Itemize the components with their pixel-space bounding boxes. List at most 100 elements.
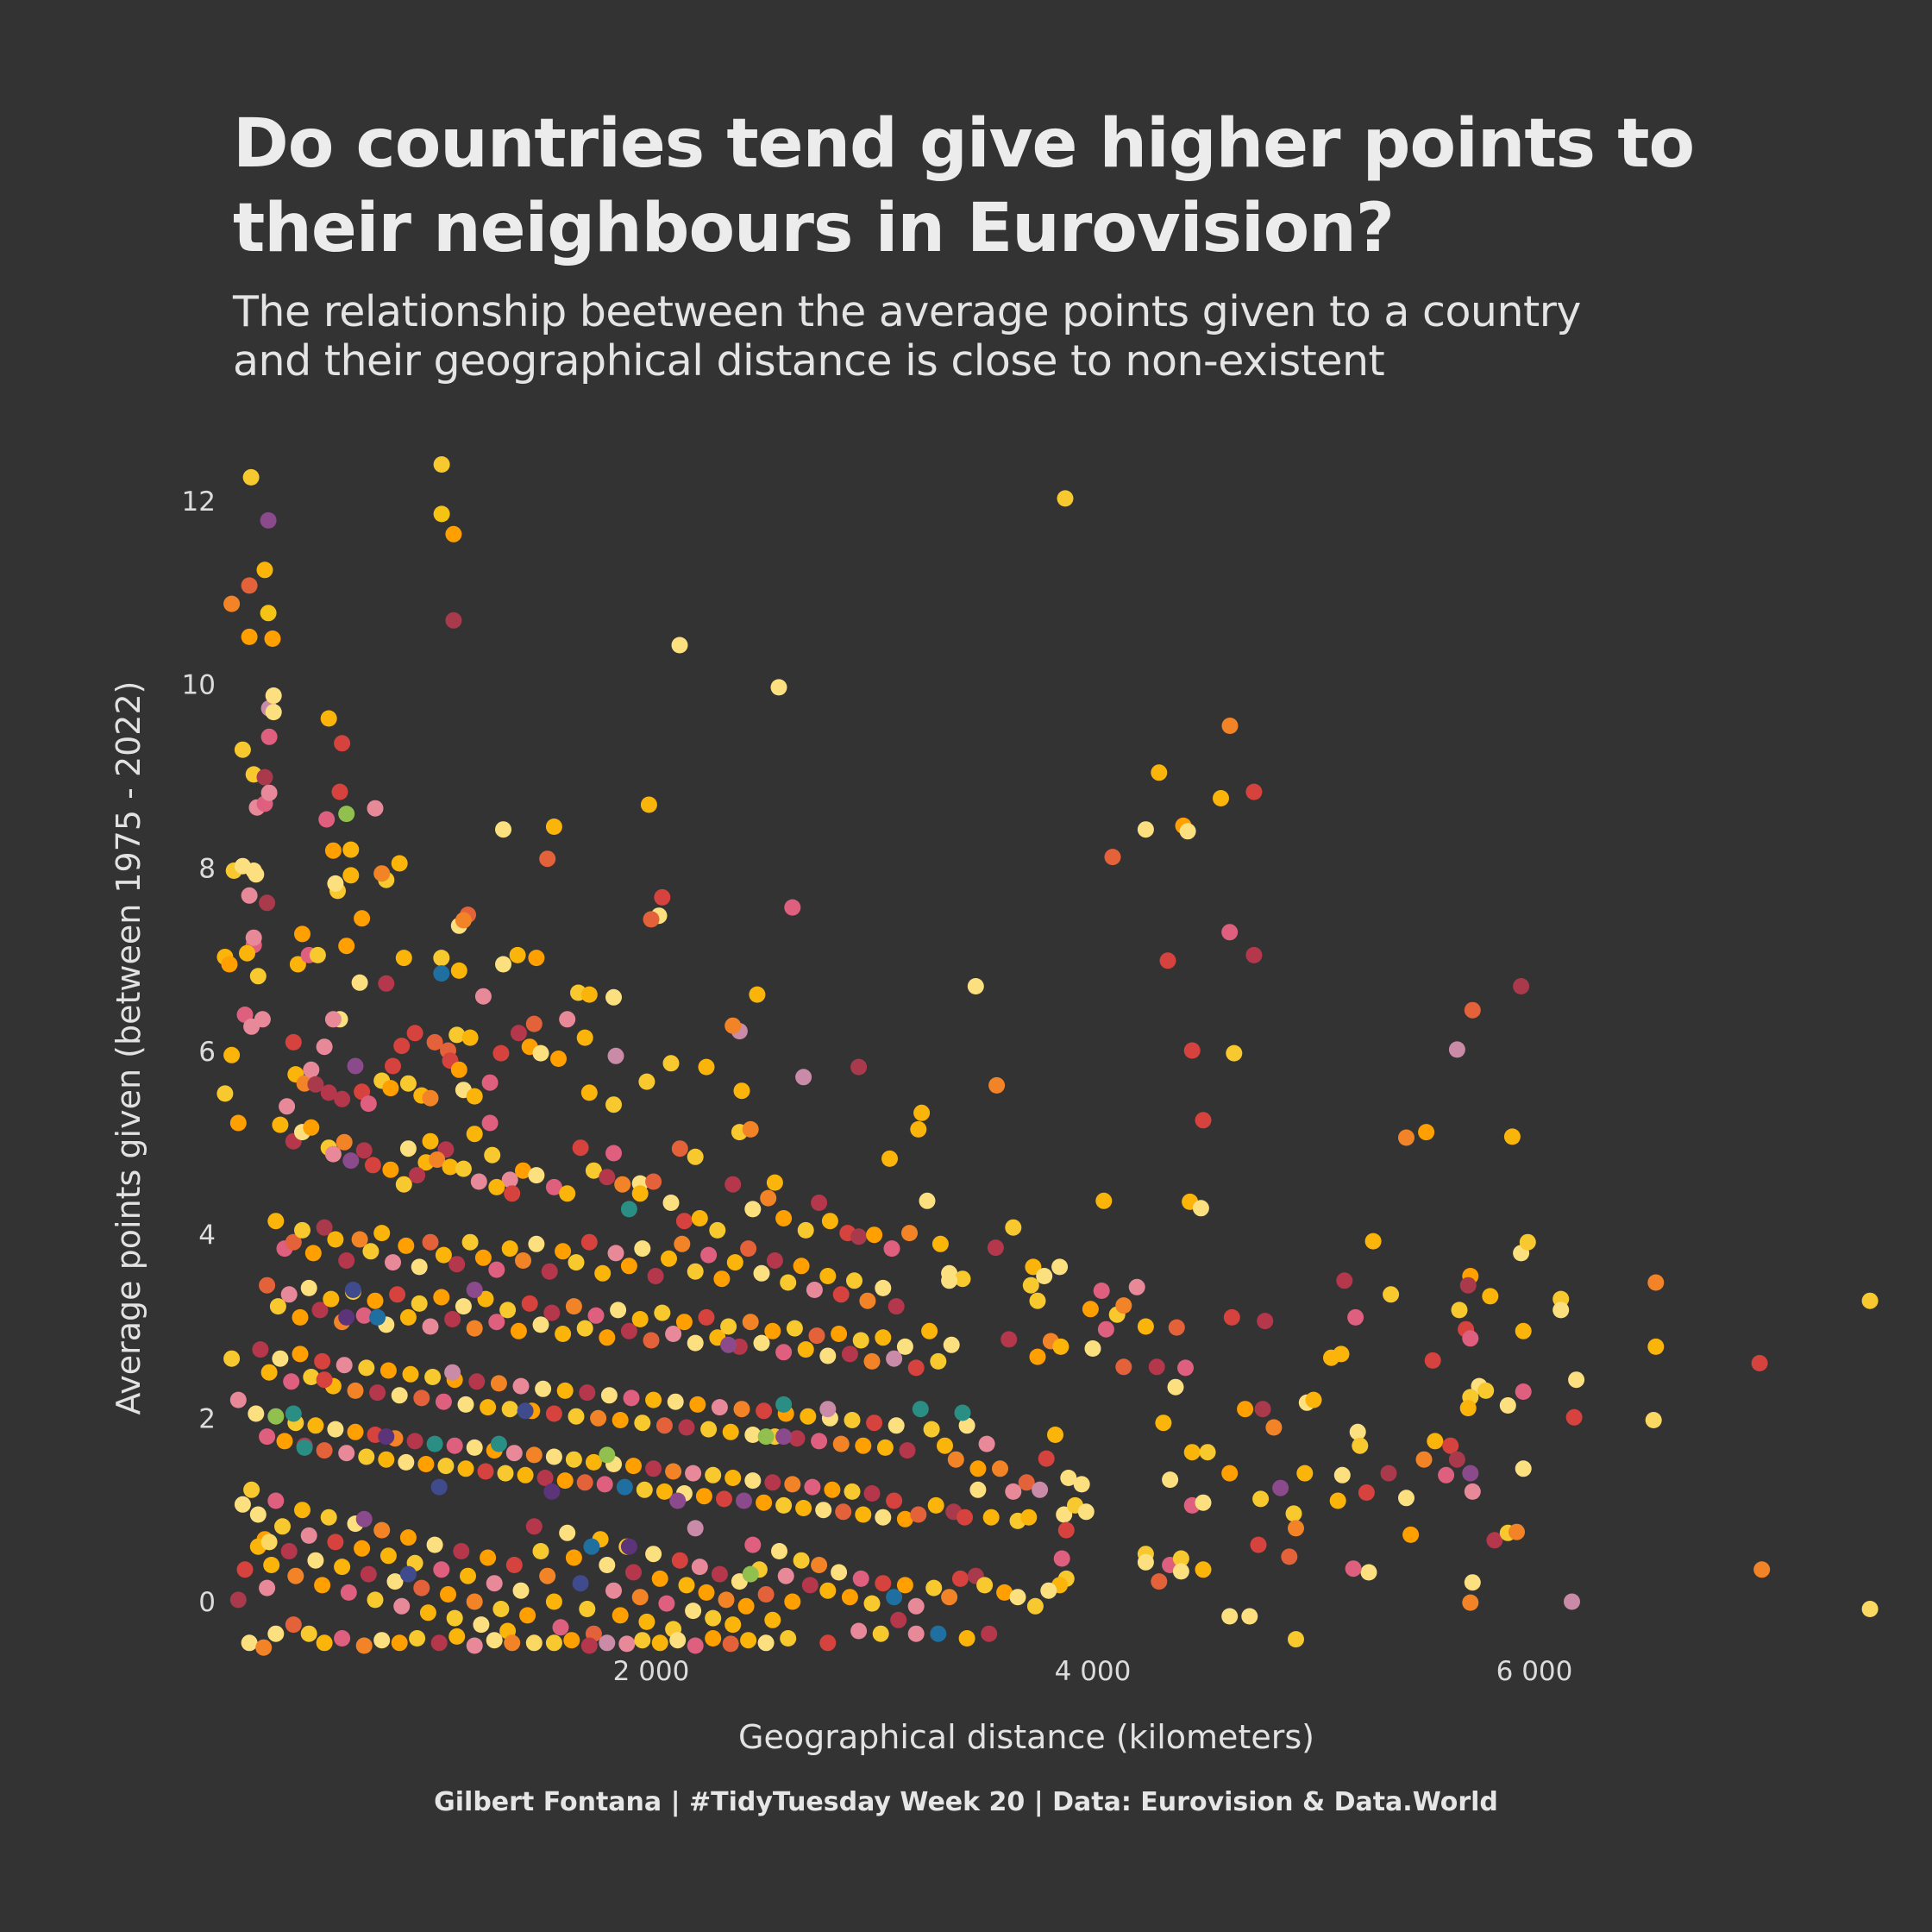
data-point bbox=[700, 1246, 718, 1264]
data-point bbox=[1861, 1292, 1879, 1309]
data-point bbox=[634, 1632, 651, 1649]
data-point bbox=[318, 811, 336, 828]
data-point bbox=[976, 1577, 994, 1594]
data-point bbox=[1352, 1437, 1369, 1454]
data-point bbox=[654, 888, 671, 906]
data-point bbox=[1115, 1297, 1132, 1314]
data-point bbox=[579, 1601, 596, 1617]
data-point bbox=[265, 704, 282, 721]
data-point bbox=[766, 1252, 783, 1269]
data-point bbox=[532, 1316, 549, 1333]
data-point bbox=[744, 1472, 762, 1490]
data-point bbox=[229, 1591, 247, 1609]
data-point bbox=[599, 1169, 616, 1186]
data-point bbox=[1077, 1503, 1095, 1521]
data-point bbox=[355, 1637, 373, 1654]
data-point bbox=[645, 1173, 662, 1190]
data-point bbox=[490, 1435, 507, 1452]
data-point bbox=[433, 1289, 450, 1306]
data-point bbox=[457, 1460, 474, 1477]
data-point bbox=[852, 1570, 869, 1587]
data-point bbox=[937, 1437, 953, 1454]
data-point bbox=[631, 1311, 649, 1327]
data-point bbox=[382, 1161, 399, 1178]
data-point bbox=[687, 1263, 704, 1280]
data-point bbox=[607, 1047, 624, 1064]
data-point bbox=[875, 1329, 892, 1346]
data-point bbox=[568, 1408, 585, 1425]
data-point bbox=[943, 1336, 960, 1353]
data-point bbox=[248, 866, 265, 883]
y-axis-ticks: 0 2 4 6 8 10 12 bbox=[182, 486, 216, 1618]
data-point bbox=[398, 1453, 415, 1471]
data-point bbox=[480, 1399, 497, 1416]
data-point bbox=[669, 1492, 687, 1509]
data-point bbox=[925, 1579, 943, 1596]
data-point bbox=[362, 1243, 380, 1260]
data-point bbox=[495, 956, 511, 973]
points-layer bbox=[216, 456, 1879, 1656]
data-point bbox=[636, 1481, 653, 1498]
data-point bbox=[1018, 1474, 1035, 1491]
data-point bbox=[888, 1298, 905, 1315]
data-point bbox=[733, 1082, 750, 1100]
data-point bbox=[941, 1589, 958, 1606]
data-point bbox=[640, 796, 657, 813]
data-point bbox=[510, 1025, 527, 1042]
data-point bbox=[987, 1239, 1004, 1257]
data-point bbox=[992, 1460, 1008, 1477]
data-point bbox=[1285, 1505, 1302, 1522]
data-point bbox=[594, 1264, 612, 1282]
data-point bbox=[543, 1304, 561, 1321]
data-point bbox=[596, 1476, 613, 1493]
data-point bbox=[287, 1567, 304, 1584]
data-point bbox=[267, 1213, 285, 1230]
data-point bbox=[492, 1601, 510, 1617]
data-point bbox=[576, 1029, 593, 1046]
data-point bbox=[488, 1178, 505, 1195]
data-point bbox=[620, 1538, 637, 1555]
data-point bbox=[267, 1492, 285, 1509]
data-point bbox=[645, 1391, 662, 1408]
data-point bbox=[545, 1634, 562, 1652]
data-point bbox=[1459, 1276, 1477, 1294]
data-point bbox=[510, 1322, 527, 1339]
data-point bbox=[411, 1258, 428, 1276]
data-point bbox=[1515, 1322, 1532, 1339]
data-point bbox=[695, 1488, 712, 1505]
data-point bbox=[709, 1221, 726, 1239]
data-point bbox=[1245, 946, 1263, 963]
data-point bbox=[930, 1625, 947, 1642]
data-point bbox=[316, 1038, 333, 1056]
data-point bbox=[342, 841, 360, 858]
data-point bbox=[737, 1597, 755, 1615]
data-point bbox=[800, 1408, 817, 1425]
data-point bbox=[671, 1552, 688, 1569]
data-point bbox=[689, 1396, 706, 1413]
data-point bbox=[724, 1616, 742, 1634]
data-point bbox=[519, 1607, 536, 1624]
data-point bbox=[241, 1634, 258, 1652]
data-point bbox=[334, 735, 351, 752]
data-point bbox=[466, 1439, 483, 1456]
data-point bbox=[259, 1579, 276, 1596]
data-point bbox=[921, 1322, 938, 1339]
data-point bbox=[1345, 1560, 1362, 1578]
data-point bbox=[580, 986, 598, 1003]
data-point bbox=[272, 1350, 289, 1367]
data-point bbox=[347, 1423, 364, 1440]
data-point bbox=[572, 1575, 589, 1592]
data-point bbox=[1462, 1330, 1479, 1347]
data-point bbox=[480, 1549, 497, 1566]
data-point bbox=[444, 1364, 461, 1381]
data-point bbox=[327, 875, 344, 892]
data-point bbox=[1565, 1408, 1583, 1426]
data-point bbox=[260, 1534, 278, 1551]
data-point bbox=[1503, 1128, 1521, 1145]
title-line-1: Do countries tend give higher points to bbox=[233, 105, 1695, 183]
data-point bbox=[757, 1586, 775, 1603]
data-point bbox=[433, 456, 450, 473]
data-point bbox=[216, 1085, 234, 1102]
data-point bbox=[466, 1593, 483, 1610]
